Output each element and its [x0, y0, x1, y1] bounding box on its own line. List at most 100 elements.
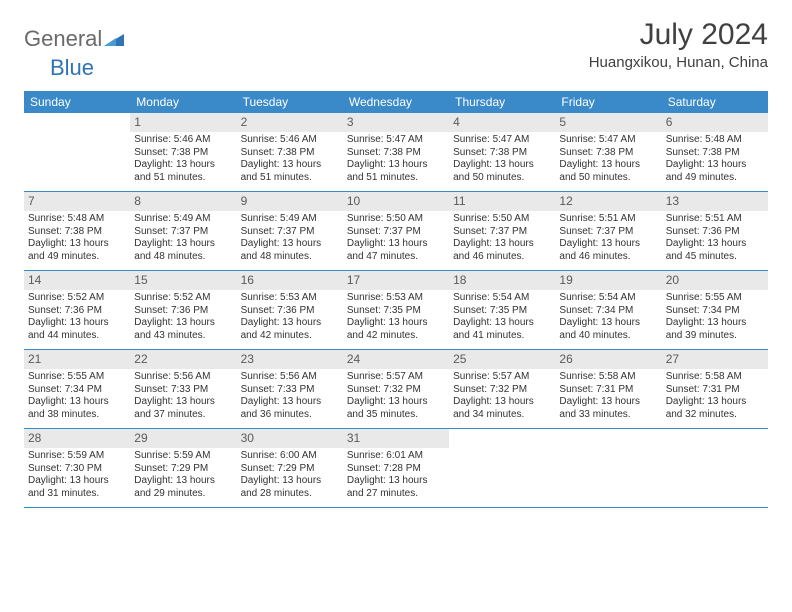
day-details: Sunrise: 5:56 AMSunset: 7:33 PMDaylight:…	[237, 371, 343, 421]
daylight1-text: Daylight: 13 hours	[559, 317, 657, 330]
daylight2-text: and 31 minutes.	[28, 488, 126, 501]
sunset-text: Sunset: 7:33 PM	[241, 384, 339, 397]
logo-text-gray: General	[24, 26, 102, 52]
day-cell: 7Sunrise: 5:48 AMSunset: 7:38 PMDaylight…	[24, 192, 130, 270]
daylight1-text: Daylight: 13 hours	[134, 475, 232, 488]
daylight2-text: and 39 minutes.	[666, 330, 764, 343]
day-cell: 9Sunrise: 5:49 AMSunset: 7:37 PMDaylight…	[237, 192, 343, 270]
day-cell: 26 Sunrise: 5:58 AMSunset: 7:31 PMDayligh…	[555, 350, 661, 428]
daylight2-text: and 34 minutes.	[453, 409, 551, 422]
sunrise-text: Sunrise: 5:51 AM	[559, 213, 657, 226]
day-cell: 24Sunrise: 5:57 AMSunset: 7:32 PMDayligh…	[343, 350, 449, 428]
daylight1-text: Daylight: 13 hours	[134, 317, 232, 330]
sunrise-text: Sunrise: 5:55 AM	[666, 292, 764, 305]
day-number: 31	[343, 429, 449, 448]
day-details: Sunrise: 5:51 AMSunset: 7:37 PMDaylight:…	[555, 213, 661, 263]
sunrise-text: Sunrise: 5:59 AM	[134, 450, 232, 463]
logo-triangle-icon	[104, 32, 124, 46]
daylight2-text: and 28 minutes.	[241, 488, 339, 501]
daylight1-text: Daylight: 13 hours	[453, 238, 551, 251]
sunrise-text: Sunrise: 6:00 AM	[241, 450, 339, 463]
day-details: Sunrise: 5:59 AMSunset: 7:30 PMDaylight:…	[24, 450, 130, 500]
sunset-text: Sunset: 7:36 PM	[666, 226, 764, 239]
day-details: Sunrise: 5:46 AMSunset: 7:38 PMDaylight:…	[237, 134, 343, 184]
sunset-text: Sunset: 7:32 PM	[453, 384, 551, 397]
daylight2-text: and 45 minutes.	[666, 251, 764, 264]
daylight2-text: and 33 minutes.	[559, 409, 657, 422]
day-details: Sunrise: 5:58 AMSunset: 7:31 PMDaylight:…	[555, 371, 661, 421]
daylight1-text: Daylight: 13 hours	[347, 317, 445, 330]
title-block: July 2024 Huangxikou, Hunan, China	[589, 18, 768, 71]
day-cell: 20Sunrise: 5:55 AMSunset: 7:34 PMDayligh…	[662, 271, 768, 349]
day-number: 26	[555, 350, 661, 369]
week-row: 21Sunrise: 5:55 AMSunset: 7:34 PMDayligh…	[24, 350, 768, 429]
sunset-text: Sunset: 7:36 PM	[241, 305, 339, 318]
day-details: Sunrise: 5:46 AMSunset: 7:38 PMDaylight:…	[130, 134, 236, 184]
sunset-text: Sunset: 7:38 PM	[559, 147, 657, 160]
sunset-text: Sunset: 7:34 PM	[666, 305, 764, 318]
daylight2-text: and 42 minutes.	[347, 330, 445, 343]
day-details: Sunrise: 5:52 AMSunset: 7:36 PMDaylight:…	[130, 292, 236, 342]
day-details: Sunrise: 5:50 AMSunset: 7:37 PMDaylight:…	[343, 213, 449, 263]
day-details: Sunrise: 5:47 AMSunset: 7:38 PMDaylight:…	[449, 134, 555, 184]
day-number	[662, 429, 768, 433]
day-details: Sunrise: 5:53 AMSunset: 7:35 PMDaylight:…	[343, 292, 449, 342]
sunrise-text: Sunrise: 5:55 AM	[28, 371, 126, 384]
day-number: 10	[343, 192, 449, 211]
daylight2-text: and 46 minutes.	[453, 251, 551, 264]
week-row: 14Sunrise: 5:52 AMSunset: 7:36 PMDayligh…	[24, 271, 768, 350]
day-cell: 6Sunrise: 5:48 AMSunset: 7:38 PMDaylight…	[662, 113, 768, 191]
sunrise-text: Sunrise: 5:59 AM	[28, 450, 126, 463]
day-number: 5	[555, 113, 661, 132]
day-cell: 1Sunrise: 5:46 AMSunset: 7:38 PMDaylight…	[130, 113, 236, 191]
daylight1-text: Daylight: 13 hours	[347, 238, 445, 251]
daylight2-text: and 50 minutes.	[559, 172, 657, 185]
day-cell: 13 Sunrise: 5:51 AMSunset: 7:36 PMDayligh…	[662, 192, 768, 270]
daylight1-text: Daylight: 13 hours	[134, 238, 232, 251]
sunrise-text: Sunrise: 5:54 AM	[453, 292, 551, 305]
sunrise-text: Sunrise: 5:56 AM	[134, 371, 232, 384]
day-number: 22	[130, 350, 236, 369]
daylight1-text: Daylight: 13 hours	[134, 159, 232, 172]
daylight1-text: Daylight: 13 hours	[559, 238, 657, 251]
day-cell: 28Sunrise: 5:59 AMSunset: 7:30 PMDayligh…	[24, 429, 130, 507]
day-number: 7	[24, 192, 130, 211]
sunrise-text: Sunrise: 5:46 AM	[134, 134, 232, 147]
daylight2-text: and 48 minutes.	[241, 251, 339, 264]
daylight1-text: Daylight: 13 hours	[347, 475, 445, 488]
day-number: 19	[555, 271, 661, 290]
sunset-text: Sunset: 7:38 PM	[134, 147, 232, 160]
daylight2-text: and 29 minutes.	[134, 488, 232, 501]
daylight2-text: and 27 minutes.	[347, 488, 445, 501]
day-number: 27	[662, 350, 768, 369]
sunset-text: Sunset: 7:36 PM	[28, 305, 126, 318]
day-cell	[555, 429, 661, 507]
sunrise-text: Sunrise: 5:48 AM	[28, 213, 126, 226]
sunset-text: Sunset: 7:29 PM	[134, 463, 232, 476]
day-number: 17	[343, 271, 449, 290]
daylight1-text: Daylight: 13 hours	[241, 238, 339, 251]
daylight1-text: Daylight: 13 hours	[559, 159, 657, 172]
day-number	[449, 429, 555, 433]
daylight2-text: and 40 minutes.	[559, 330, 657, 343]
day-cell: 15Sunrise: 5:52 AMSunset: 7:36 PMDayligh…	[130, 271, 236, 349]
day-details: Sunrise: 5:58 AMSunset: 7:31 PMDaylight:…	[662, 371, 768, 421]
day-number: 13	[662, 192, 768, 211]
weekday-header: Wednesday	[343, 91, 449, 113]
day-number: 8	[130, 192, 236, 211]
sunset-text: Sunset: 7:37 PM	[347, 226, 445, 239]
month-title: July 2024	[589, 18, 768, 52]
day-cell: 16Sunrise: 5:53 AMSunset: 7:36 PMDayligh…	[237, 271, 343, 349]
daylight2-text: and 43 minutes.	[134, 330, 232, 343]
day-number: 29	[130, 429, 236, 448]
sunrise-text: Sunrise: 5:53 AM	[347, 292, 445, 305]
day-details: Sunrise: 5:52 AMSunset: 7:36 PMDaylight:…	[24, 292, 130, 342]
calendar-grid: Sunday Monday Tuesday Wednesday Thursday…	[24, 91, 768, 508]
daylight2-text: and 49 minutes.	[666, 172, 764, 185]
sunset-text: Sunset: 7:37 PM	[134, 226, 232, 239]
day-cell	[24, 113, 130, 191]
daylight2-text: and 47 minutes.	[347, 251, 445, 264]
daylight2-text: and 50 minutes.	[453, 172, 551, 185]
day-details: Sunrise: 5:51 AMSunset: 7:36 PMDaylight:…	[662, 213, 768, 263]
day-cell: 2Sunrise: 5:46 AMSunset: 7:38 PMDaylight…	[237, 113, 343, 191]
